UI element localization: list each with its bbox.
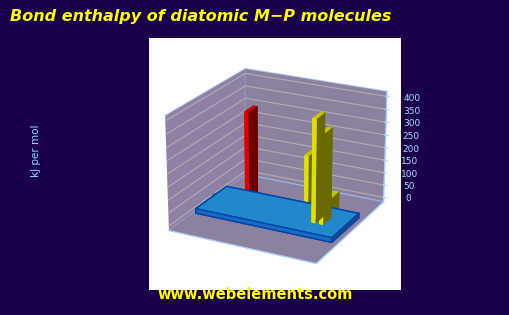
Text: kJ per mol: kJ per mol <box>31 125 41 177</box>
Text: Bond enthalpy of diatomic M−P molecules: Bond enthalpy of diatomic M−P molecules <box>10 9 391 25</box>
Text: www.webelements.com: www.webelements.com <box>157 287 352 302</box>
